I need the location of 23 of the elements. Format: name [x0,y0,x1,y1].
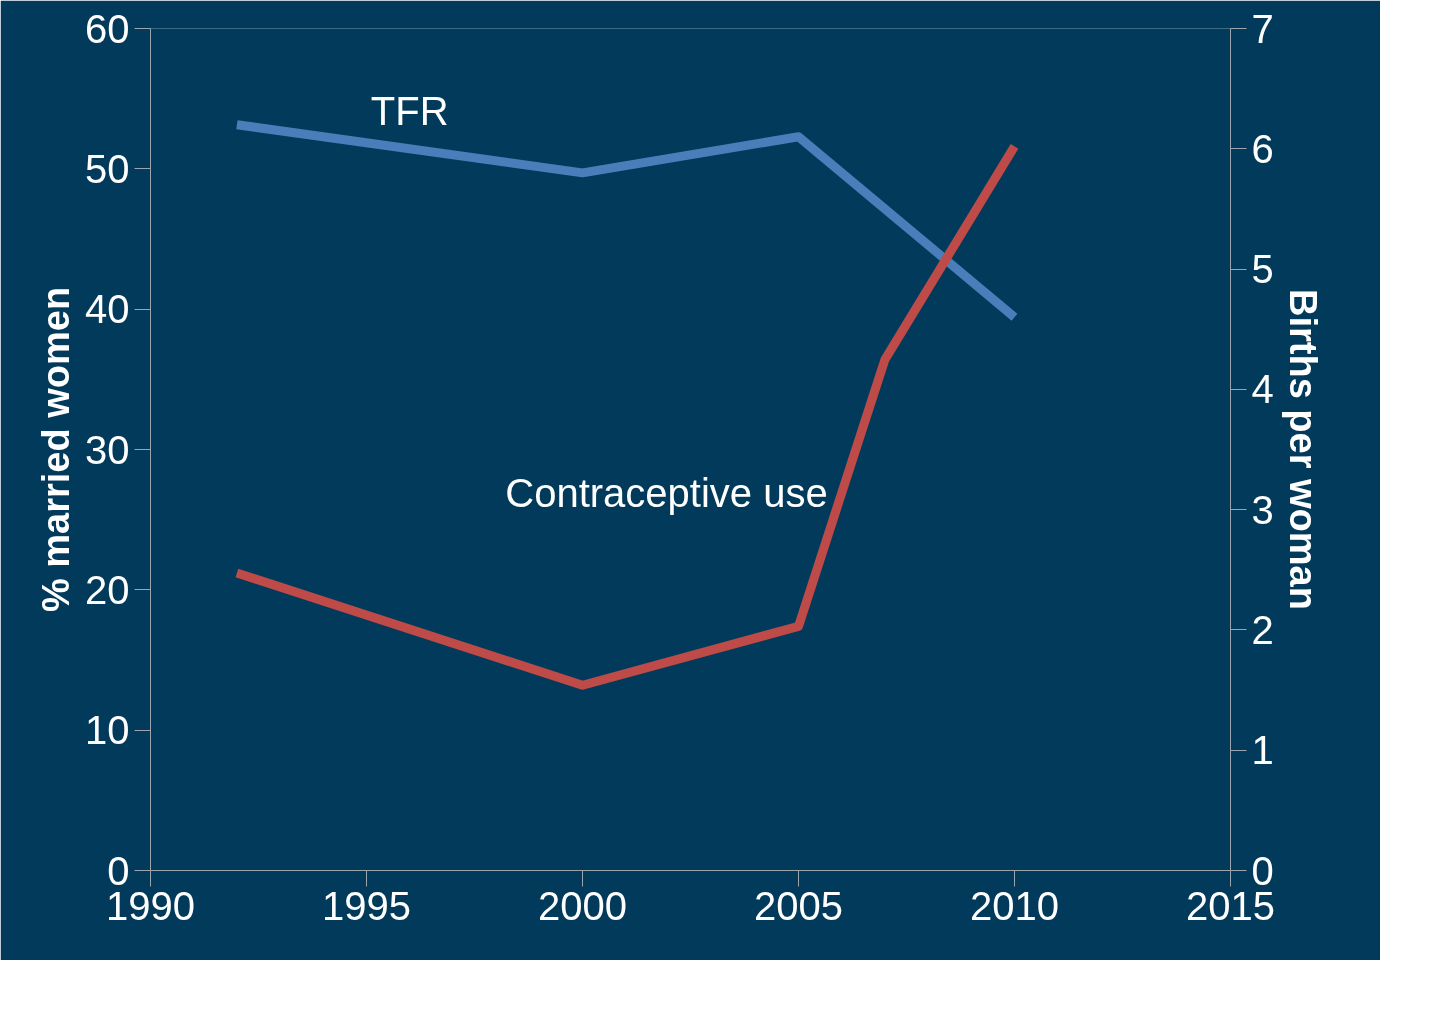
y2-tick-label: 3 [1251,487,1274,532]
y-axis-title: % married women [35,286,78,613]
series-label: TFR [370,88,449,133]
y-tick-label: 0 [107,848,130,893]
y-tick-label: 20 [85,567,130,612]
y2-tick-label: 1 [1251,728,1274,773]
y2-tick-label: 4 [1251,367,1274,412]
y-tick-label: 40 [85,287,130,332]
y2-tick-label: 7 [1251,6,1274,51]
y2-axis-title: Births per woman [1281,289,1324,610]
y-tick-label: 50 [85,146,130,191]
y2-tick-label: 2 [1251,607,1274,652]
series-label: Contraceptive use [505,471,828,515]
y-tick-label: 10 [85,708,130,753]
y2-tick-label: 0 [1251,848,1274,893]
y-tick-label: 60 [85,6,130,51]
x-tick-label: 1995 [322,883,411,928]
y2-tick-label: 6 [1251,126,1274,171]
x-tick-label: 2000 [538,883,627,928]
x-tick-label: 2010 [970,883,1059,928]
y2-tick-label: 5 [1251,247,1274,292]
y-tick-label: 30 [85,427,130,472]
x-tick-label: 2005 [754,883,843,928]
